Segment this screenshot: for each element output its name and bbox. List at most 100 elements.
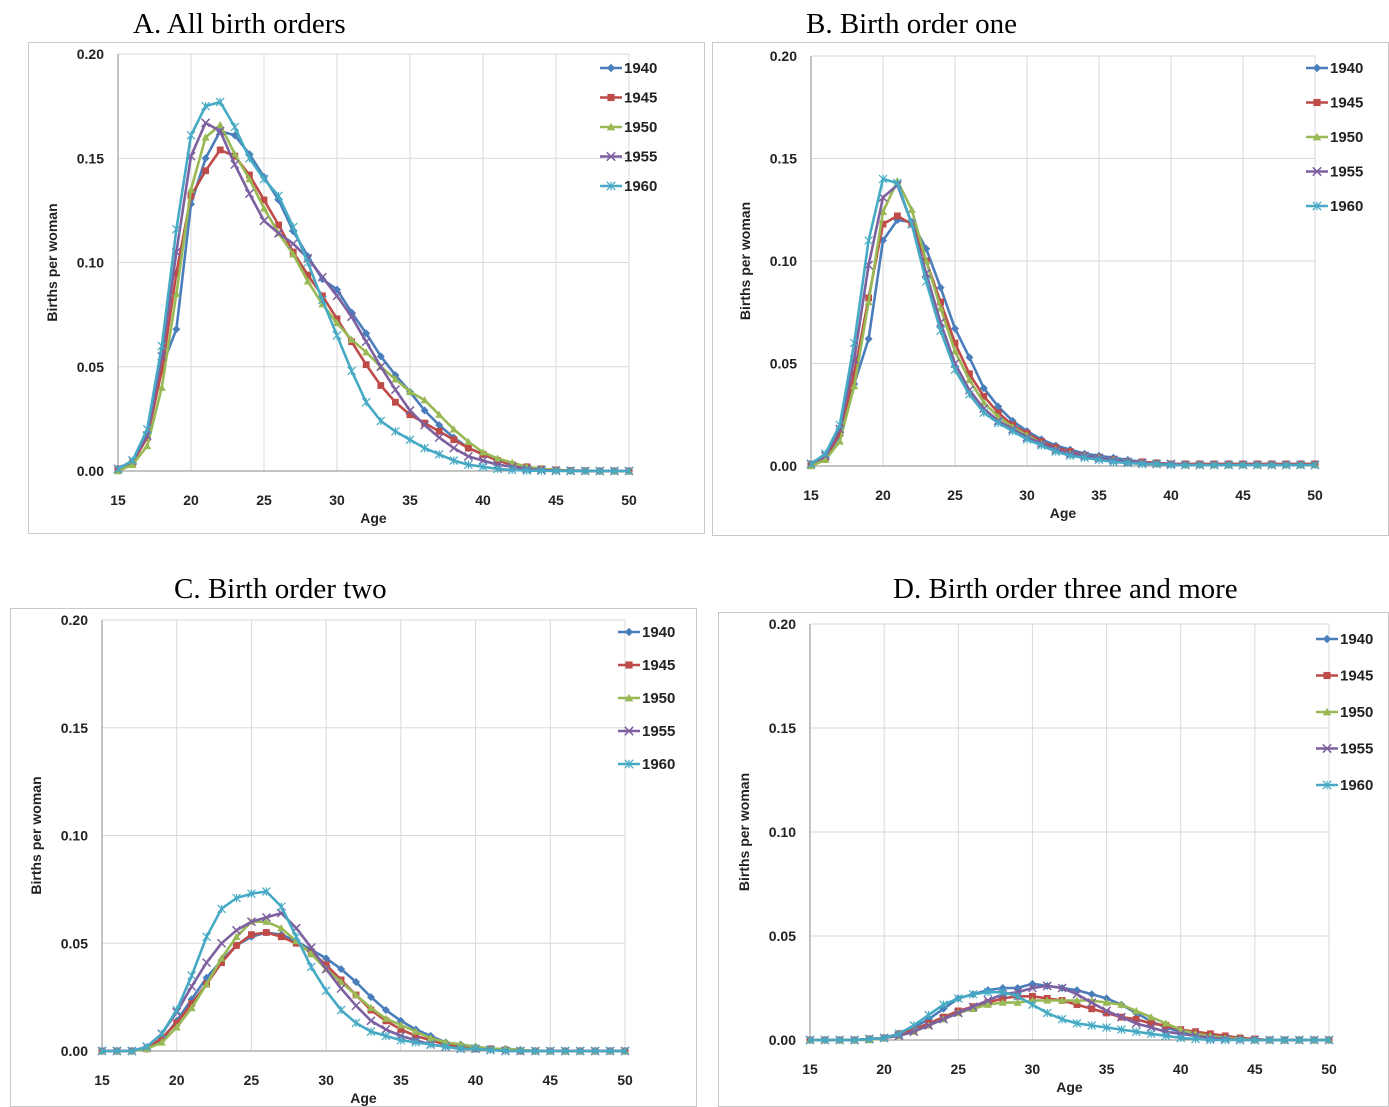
data-point — [479, 448, 487, 456]
data-point — [230, 150, 239, 158]
data-point — [921, 277, 931, 286]
data-point — [248, 931, 255, 939]
legend-item-1945: 1945 — [618, 657, 675, 674]
data-point — [157, 383, 166, 391]
data-point — [172, 1005, 182, 1015]
legend-marker — [625, 661, 633, 669]
data-point — [449, 456, 459, 465]
data-point — [907, 205, 916, 213]
data-point — [142, 424, 152, 434]
data-point — [201, 118, 211, 128]
data-point — [288, 222, 298, 232]
legend-label: 1960 — [624, 178, 657, 195]
data-point — [1161, 1019, 1170, 1027]
data-point — [262, 929, 270, 936]
data-point — [143, 441, 152, 450]
data-point — [217, 938, 227, 948]
x-tick-label: 35 — [1091, 487, 1107, 503]
data-point — [171, 224, 181, 234]
data-point — [1224, 460, 1234, 470]
data-point — [187, 185, 195, 193]
y-tick-label: 0.00 — [77, 463, 104, 479]
y-tick-label: 0.05 — [61, 935, 88, 951]
data-point — [1043, 996, 1052, 1004]
chart-frame — [10, 608, 697, 1107]
data-point — [202, 932, 212, 942]
data-point — [202, 958, 212, 968]
data-point — [590, 1046, 600, 1056]
x-tick-label: 25 — [256, 492, 272, 508]
data-point — [1027, 983, 1037, 993]
data-point — [218, 959, 225, 967]
data-point — [1146, 1022, 1156, 1033]
data-point — [878, 174, 888, 184]
data-point — [421, 419, 428, 427]
data-point — [1108, 457, 1118, 467]
x-tick-label: 30 — [318, 1072, 334, 1088]
legend-label: 1950 — [624, 119, 657, 136]
y-tick-label: 0.10 — [770, 253, 797, 269]
legend-label: 1955 — [1330, 164, 1363, 181]
data-point — [1209, 460, 1219, 470]
data-point — [1117, 1000, 1126, 1008]
data-point — [969, 1004, 978, 1012]
data-point — [274, 228, 284, 238]
legend-marker — [606, 181, 616, 191]
data-point — [1137, 459, 1147, 469]
data-point — [411, 1037, 421, 1047]
data-point — [1102, 994, 1111, 1003]
data-point — [1252, 460, 1262, 470]
data-point — [835, 420, 845, 430]
data-point — [390, 385, 400, 395]
y-tick-label: 0.10 — [769, 824, 796, 840]
data-point — [426, 1034, 435, 1042]
data-point — [864, 334, 873, 343]
data-point — [463, 460, 473, 470]
data-point — [1310, 460, 1320, 470]
x-tick-label: 40 — [475, 492, 491, 508]
x-axis-label: Age — [1056, 1079, 1083, 1095]
data-point — [420, 420, 430, 430]
y-axis-label: Births per woman — [28, 776, 44, 894]
legend-label: 1950 — [642, 690, 675, 707]
x-tick-label: 25 — [244, 1072, 260, 1088]
legend-item-1955: 1955 — [600, 149, 657, 166]
data-point — [411, 1027, 420, 1035]
data-point — [1073, 1001, 1081, 1009]
series-1960 — [113, 97, 634, 476]
data-point — [157, 1029, 167, 1039]
data-point — [1132, 1006, 1141, 1015]
data-point — [435, 410, 444, 418]
data-point — [351, 1001, 361, 1011]
data-point — [216, 120, 225, 129]
data-point — [336, 983, 346, 994]
data-point — [1087, 998, 1097, 1008]
data-point — [366, 1016, 376, 1026]
data-point — [536, 466, 546, 476]
legend-item-1940: 1940 — [1306, 60, 1363, 77]
x-tick-label: 35 — [393, 1072, 409, 1088]
legend-item-1950: 1950 — [618, 690, 675, 707]
data-point — [347, 312, 357, 322]
data-point — [566, 466, 576, 476]
data-point — [376, 362, 386, 372]
y-tick-label: 0.00 — [61, 1043, 88, 1059]
data-point — [464, 437, 473, 446]
legend-marker — [624, 693, 634, 702]
data-point — [188, 1000, 196, 1007]
data-point — [1131, 1027, 1141, 1037]
data-point — [1123, 458, 1133, 468]
legend: 1940 1945 1950 1955 1960 — [600, 60, 657, 195]
data-point — [463, 451, 473, 461]
y-tick-label: 0.20 — [770, 48, 797, 64]
data-point — [361, 397, 371, 407]
data-point — [560, 1046, 570, 1056]
x-tick-label: 15 — [110, 492, 126, 508]
legend: 1940 1945 1950 1955 1960 — [618, 624, 675, 773]
series-1960 — [97, 887, 630, 1056]
data-point — [1088, 1005, 1096, 1013]
data-point — [1103, 1009, 1110, 1017]
data-point — [849, 338, 859, 348]
data-point — [381, 1014, 390, 1022]
data-point — [317, 272, 327, 282]
